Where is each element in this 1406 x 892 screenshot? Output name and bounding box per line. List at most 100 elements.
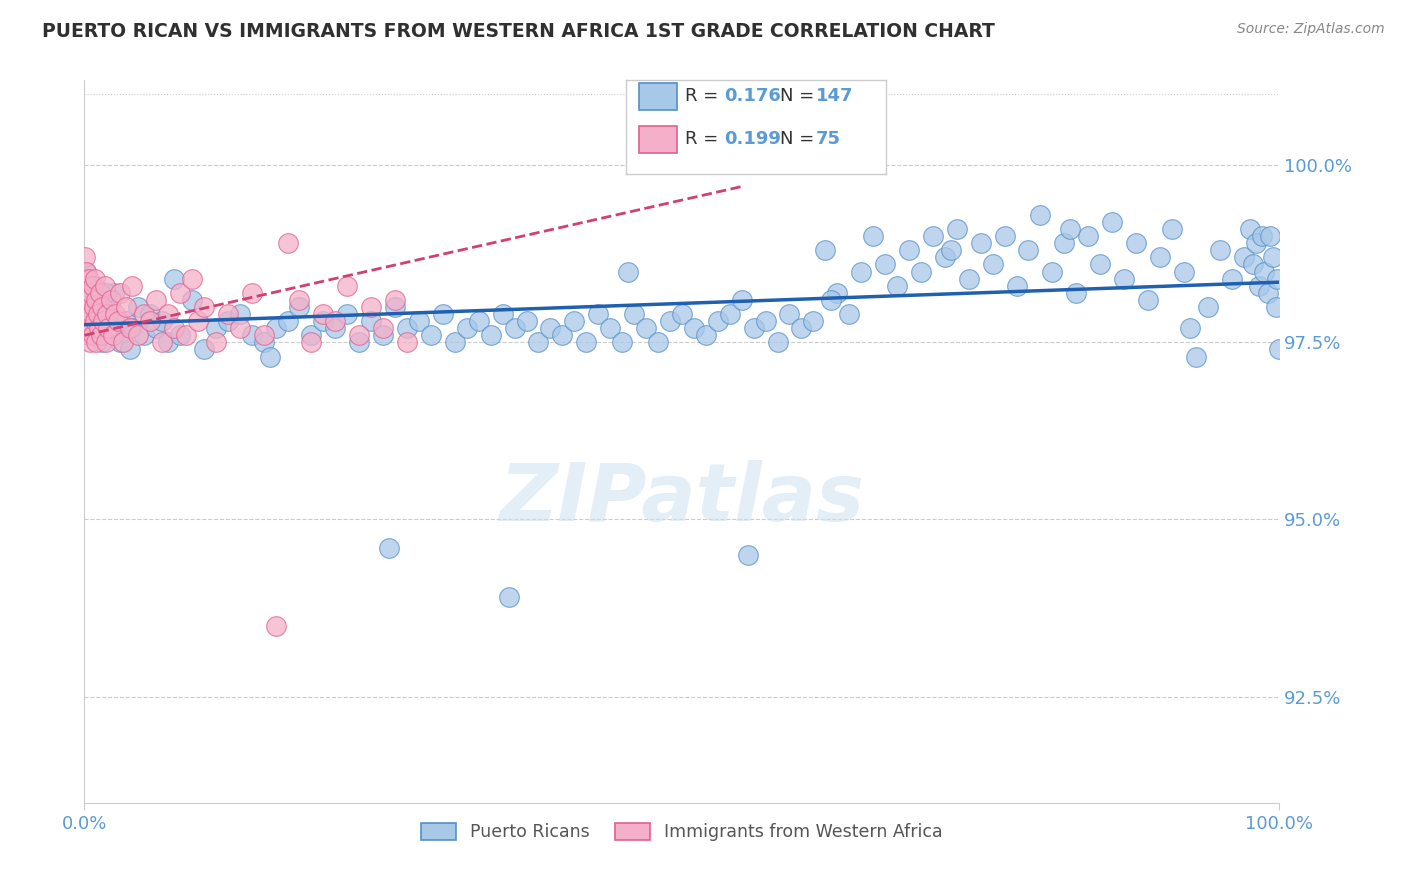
Legend: Puerto Ricans, Immigrants from Western Africa: Puerto Ricans, Immigrants from Western A… — [415, 815, 949, 848]
Point — [97, 321, 120, 335]
Point — [910, 264, 932, 278]
Point — [396, 335, 419, 350]
Point — [277, 314, 299, 328]
Point — [766, 335, 789, 350]
Point — [1042, 264, 1064, 278]
Point — [83, 300, 105, 314]
Point — [75, 264, 97, 278]
Point — [1101, 215, 1123, 229]
Point — [253, 335, 276, 350]
Point — [527, 335, 550, 350]
Point — [107, 314, 129, 328]
Point — [82, 321, 104, 335]
Point — [187, 314, 209, 328]
Point — [384, 293, 406, 307]
Point — [659, 314, 682, 328]
Point — [93, 314, 115, 328]
Point — [79, 307, 101, 321]
Point — [277, 236, 299, 251]
Point — [94, 285, 117, 300]
Point — [1249, 278, 1271, 293]
Point — [82, 328, 104, 343]
Point — [118, 321, 141, 335]
Point — [91, 300, 114, 314]
Point — [97, 307, 120, 321]
Point — [75, 264, 97, 278]
Point — [84, 328, 107, 343]
Point — [516, 314, 538, 328]
Point — [479, 328, 502, 343]
Point — [336, 278, 359, 293]
Point — [80, 307, 103, 321]
Point — [755, 314, 778, 328]
Point — [110, 335, 132, 350]
Point — [1265, 271, 1288, 285]
Point — [349, 335, 371, 350]
Point — [384, 300, 406, 314]
Point — [75, 293, 97, 307]
Point — [612, 335, 634, 350]
Text: N =: N = — [780, 87, 820, 105]
Point — [1114, 271, 1136, 285]
Point — [132, 307, 156, 321]
Point — [181, 271, 204, 285]
Point — [468, 314, 491, 328]
Point — [1253, 264, 1275, 278]
Point — [994, 229, 1017, 244]
Point — [1178, 321, 1201, 335]
Point — [150, 314, 173, 328]
Text: 0.199: 0.199 — [724, 130, 780, 148]
Point — [264, 618, 287, 632]
Point — [325, 321, 347, 335]
Point — [139, 307, 162, 321]
Point — [229, 321, 252, 335]
Point — [779, 307, 801, 321]
Point — [312, 307, 335, 321]
Point — [898, 244, 921, 258]
Point — [264, 321, 287, 335]
Point — [939, 244, 962, 258]
Point — [875, 257, 897, 271]
Point — [193, 343, 215, 357]
Point — [76, 293, 98, 307]
Point — [492, 307, 515, 321]
Point — [93, 278, 115, 293]
Text: 0.176: 0.176 — [724, 87, 780, 105]
Point — [312, 314, 335, 328]
Point — [169, 328, 191, 343]
Point — [77, 314, 100, 328]
Point — [80, 293, 103, 307]
Point — [1233, 251, 1256, 265]
Point — [408, 314, 430, 328]
Point — [301, 328, 323, 343]
Point — [132, 328, 156, 343]
Point — [1263, 251, 1285, 265]
Point — [1209, 244, 1232, 258]
Point — [1173, 264, 1195, 278]
Point — [76, 300, 98, 314]
Point — [1059, 222, 1081, 236]
Point — [814, 244, 837, 258]
Point — [76, 328, 98, 343]
Point — [127, 300, 149, 314]
Point — [163, 271, 186, 285]
Point — [695, 328, 717, 343]
Point — [1125, 236, 1147, 251]
Point — [1066, 285, 1088, 300]
Point — [82, 321, 104, 335]
Point — [325, 314, 347, 328]
Point — [288, 293, 311, 307]
Point — [94, 335, 117, 350]
Point — [683, 321, 706, 335]
Point — [851, 264, 873, 278]
Point — [76, 278, 98, 293]
Point — [86, 335, 108, 350]
Point — [862, 229, 884, 244]
Point — [599, 321, 621, 335]
Point — [73, 251, 96, 265]
Text: N =: N = — [780, 130, 820, 148]
Point — [253, 328, 276, 343]
Point — [84, 314, 107, 328]
Bar — [640, 126, 678, 153]
Point — [1258, 229, 1281, 244]
